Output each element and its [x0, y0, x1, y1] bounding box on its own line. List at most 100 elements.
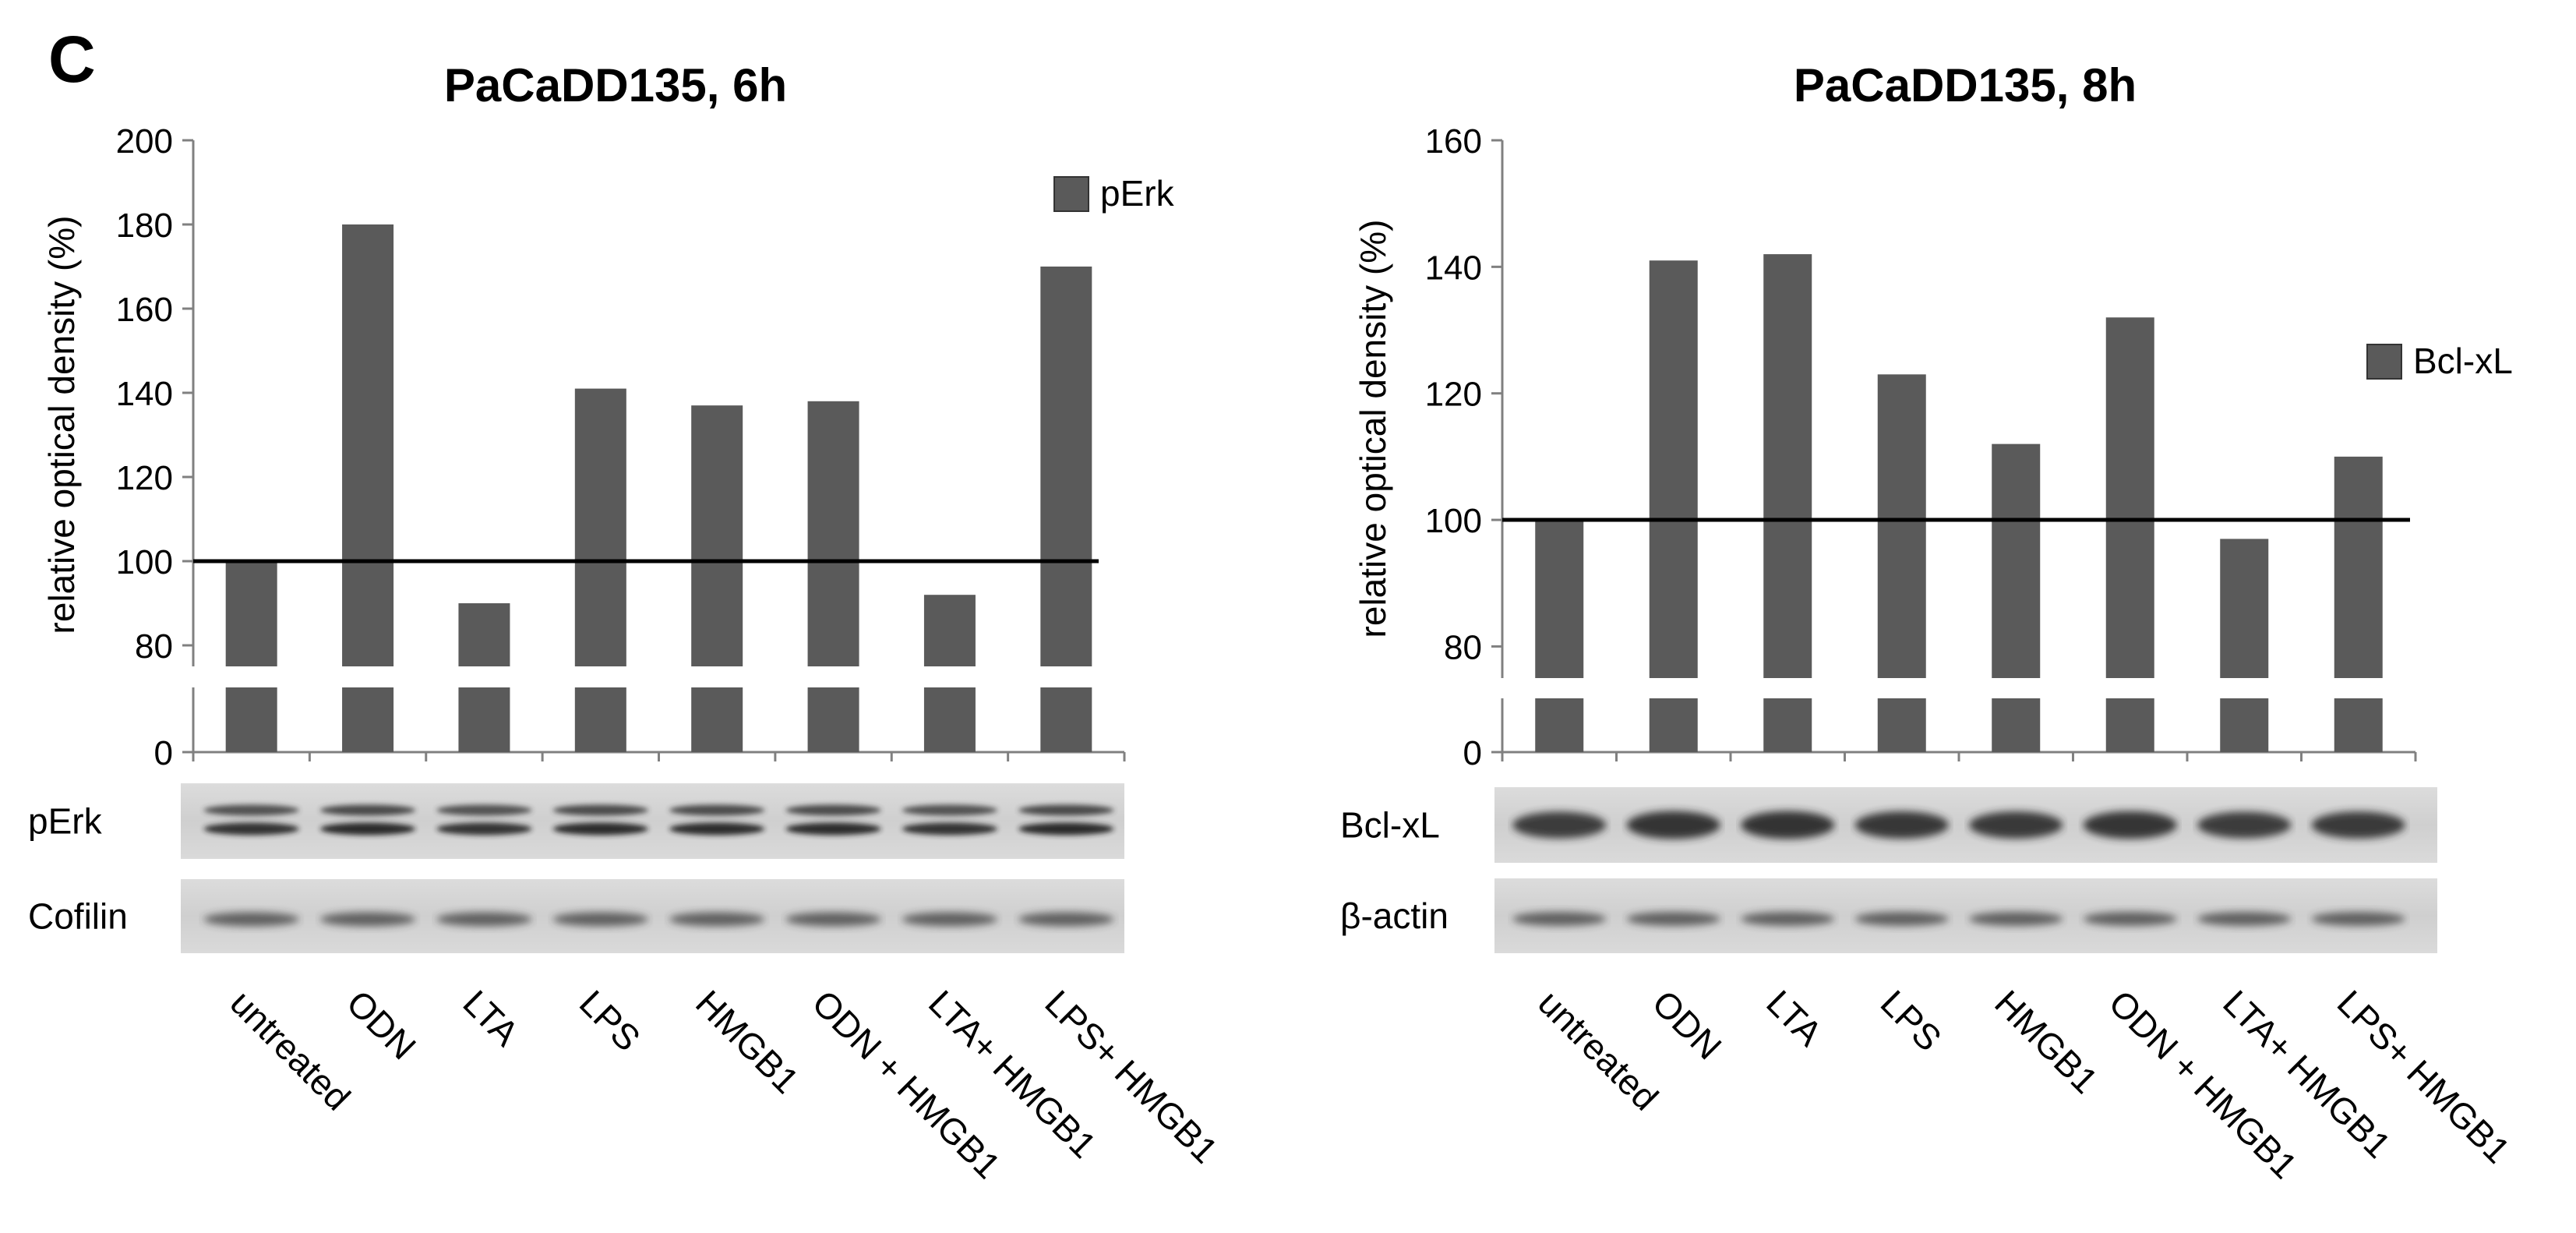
- bar-lta-hmgb1: [923, 595, 976, 666]
- blot-band: [319, 822, 416, 836]
- y-tick-label: 80: [1444, 628, 1482, 666]
- legend-swatch: [1053, 176, 1089, 212]
- bar-base: [2334, 698, 2383, 752]
- bar-odn-hmgb1: [2105, 317, 2154, 678]
- bar-hmgb1: [1992, 443, 2041, 678]
- y-tick-label: 160: [1425, 122, 1482, 161]
- blot-cofilin: [181, 879, 1124, 953]
- blot-band: [1854, 912, 1949, 926]
- blot-band: [902, 912, 998, 927]
- legend-label: pErk: [1100, 173, 1175, 214]
- blot-band: [1626, 912, 1720, 926]
- blot-band: [203, 804, 299, 816]
- legend-label: Bcl-xL: [2413, 341, 2513, 381]
- bar-odn: [1649, 260, 1698, 678]
- bar-base: [1877, 698, 1926, 752]
- blot-label: β-actin: [1340, 896, 1449, 936]
- bar-lps-hmgb1: [1040, 267, 1092, 666]
- blot-band: [1741, 912, 1835, 926]
- blot-band: [785, 822, 881, 836]
- bar-base: [1649, 698, 1698, 752]
- blot-bcl-xl: [1494, 787, 2437, 863]
- blot-band: [2083, 811, 2177, 839]
- blot-band: [2311, 912, 2405, 926]
- y-tick-label: 180: [116, 207, 173, 245]
- blot-band: [436, 822, 532, 836]
- blot-band: [1741, 811, 1835, 839]
- blot-band: [902, 804, 998, 816]
- chart-title: PaCaDD135, 6h: [444, 59, 787, 111]
- category-label: ODN: [339, 982, 424, 1067]
- y-tick-label: 100: [1425, 502, 1482, 540]
- y-tick-label: 120: [116, 459, 173, 497]
- bar-base: [574, 687, 626, 752]
- bar-base: [225, 687, 277, 752]
- blot-band: [1854, 811, 1949, 839]
- panel-label: C: [48, 23, 96, 96]
- bar-lta-hmgb1: [2220, 539, 2269, 678]
- bar-base: [1040, 687, 1092, 752]
- category-label: LTA: [1759, 982, 1830, 1054]
- bar-base: [1763, 698, 1812, 752]
- blot--actin: [1494, 878, 2437, 953]
- blot-band: [319, 804, 416, 816]
- bar-lps: [1877, 374, 1926, 678]
- chart-pacadd135-6h: PaCaDD135, 6h relative optical density (…: [28, 59, 1226, 1186]
- bar-lta: [458, 603, 510, 666]
- category-label: HMGB1: [688, 982, 806, 1101]
- category-label: LPS: [572, 982, 648, 1058]
- blot-band: [2197, 811, 2292, 839]
- bar-base: [342, 687, 394, 752]
- blot-band: [902, 822, 998, 836]
- blot-band: [203, 822, 299, 836]
- legend-swatch: [2366, 344, 2402, 380]
- bar-hmgb1: [691, 405, 743, 666]
- blot-membrane: [181, 783, 1124, 859]
- blot-band: [1512, 811, 1607, 839]
- bar-odn-hmgb1: [807, 401, 859, 666]
- bar-lta: [1763, 254, 1812, 678]
- category-label: LPS: [1873, 982, 1950, 1058]
- blot-band: [2083, 912, 2177, 926]
- y-tick-label: 160: [116, 291, 173, 329]
- y-tick-label: 0: [154, 734, 173, 772]
- bar-lps-hmgb1: [2334, 456, 2383, 678]
- y-tick-label: 140: [116, 375, 173, 413]
- bar-base: [2105, 698, 2154, 752]
- y-tick-label: 0: [1463, 734, 1482, 772]
- bar-untreated: [1535, 520, 1584, 678]
- bar-base: [807, 687, 859, 752]
- bar-lps: [574, 388, 626, 666]
- blot-band: [436, 804, 532, 816]
- category-label: ODN: [1645, 982, 1730, 1067]
- y-tick-label: 100: [116, 543, 173, 581]
- blot-band: [785, 804, 881, 816]
- blot-band: [203, 912, 299, 927]
- blot-label: Cofilin: [28, 896, 128, 937]
- blot-band: [669, 822, 765, 836]
- bar-untreated: [225, 561, 277, 666]
- blot-band: [1512, 912, 1607, 926]
- blot-label: Bcl-xL: [1340, 805, 1440, 846]
- category-label: LTA: [455, 982, 527, 1054]
- y-tick-label: 120: [1425, 376, 1482, 414]
- bar-base: [923, 687, 976, 752]
- blot-band: [2197, 912, 2292, 926]
- blot-band: [1018, 912, 1114, 927]
- blot-band: [1018, 804, 1114, 816]
- blot-band: [552, 804, 649, 816]
- blot-band: [2311, 811, 2405, 839]
- blot-band: [436, 912, 532, 927]
- y-tick-label: 80: [135, 627, 173, 666]
- bar-base: [1992, 698, 2041, 752]
- blot-band: [669, 912, 765, 927]
- bar-base: [458, 687, 510, 752]
- blot-perk: [181, 783, 1124, 859]
- y-axis-label: relative optical density (%): [1353, 220, 1393, 638]
- bar-odn: [342, 224, 394, 666]
- category-label: HMGB1: [1987, 982, 2105, 1101]
- blot-band: [1018, 822, 1114, 836]
- bar-base: [691, 687, 743, 752]
- blot-band: [552, 912, 649, 927]
